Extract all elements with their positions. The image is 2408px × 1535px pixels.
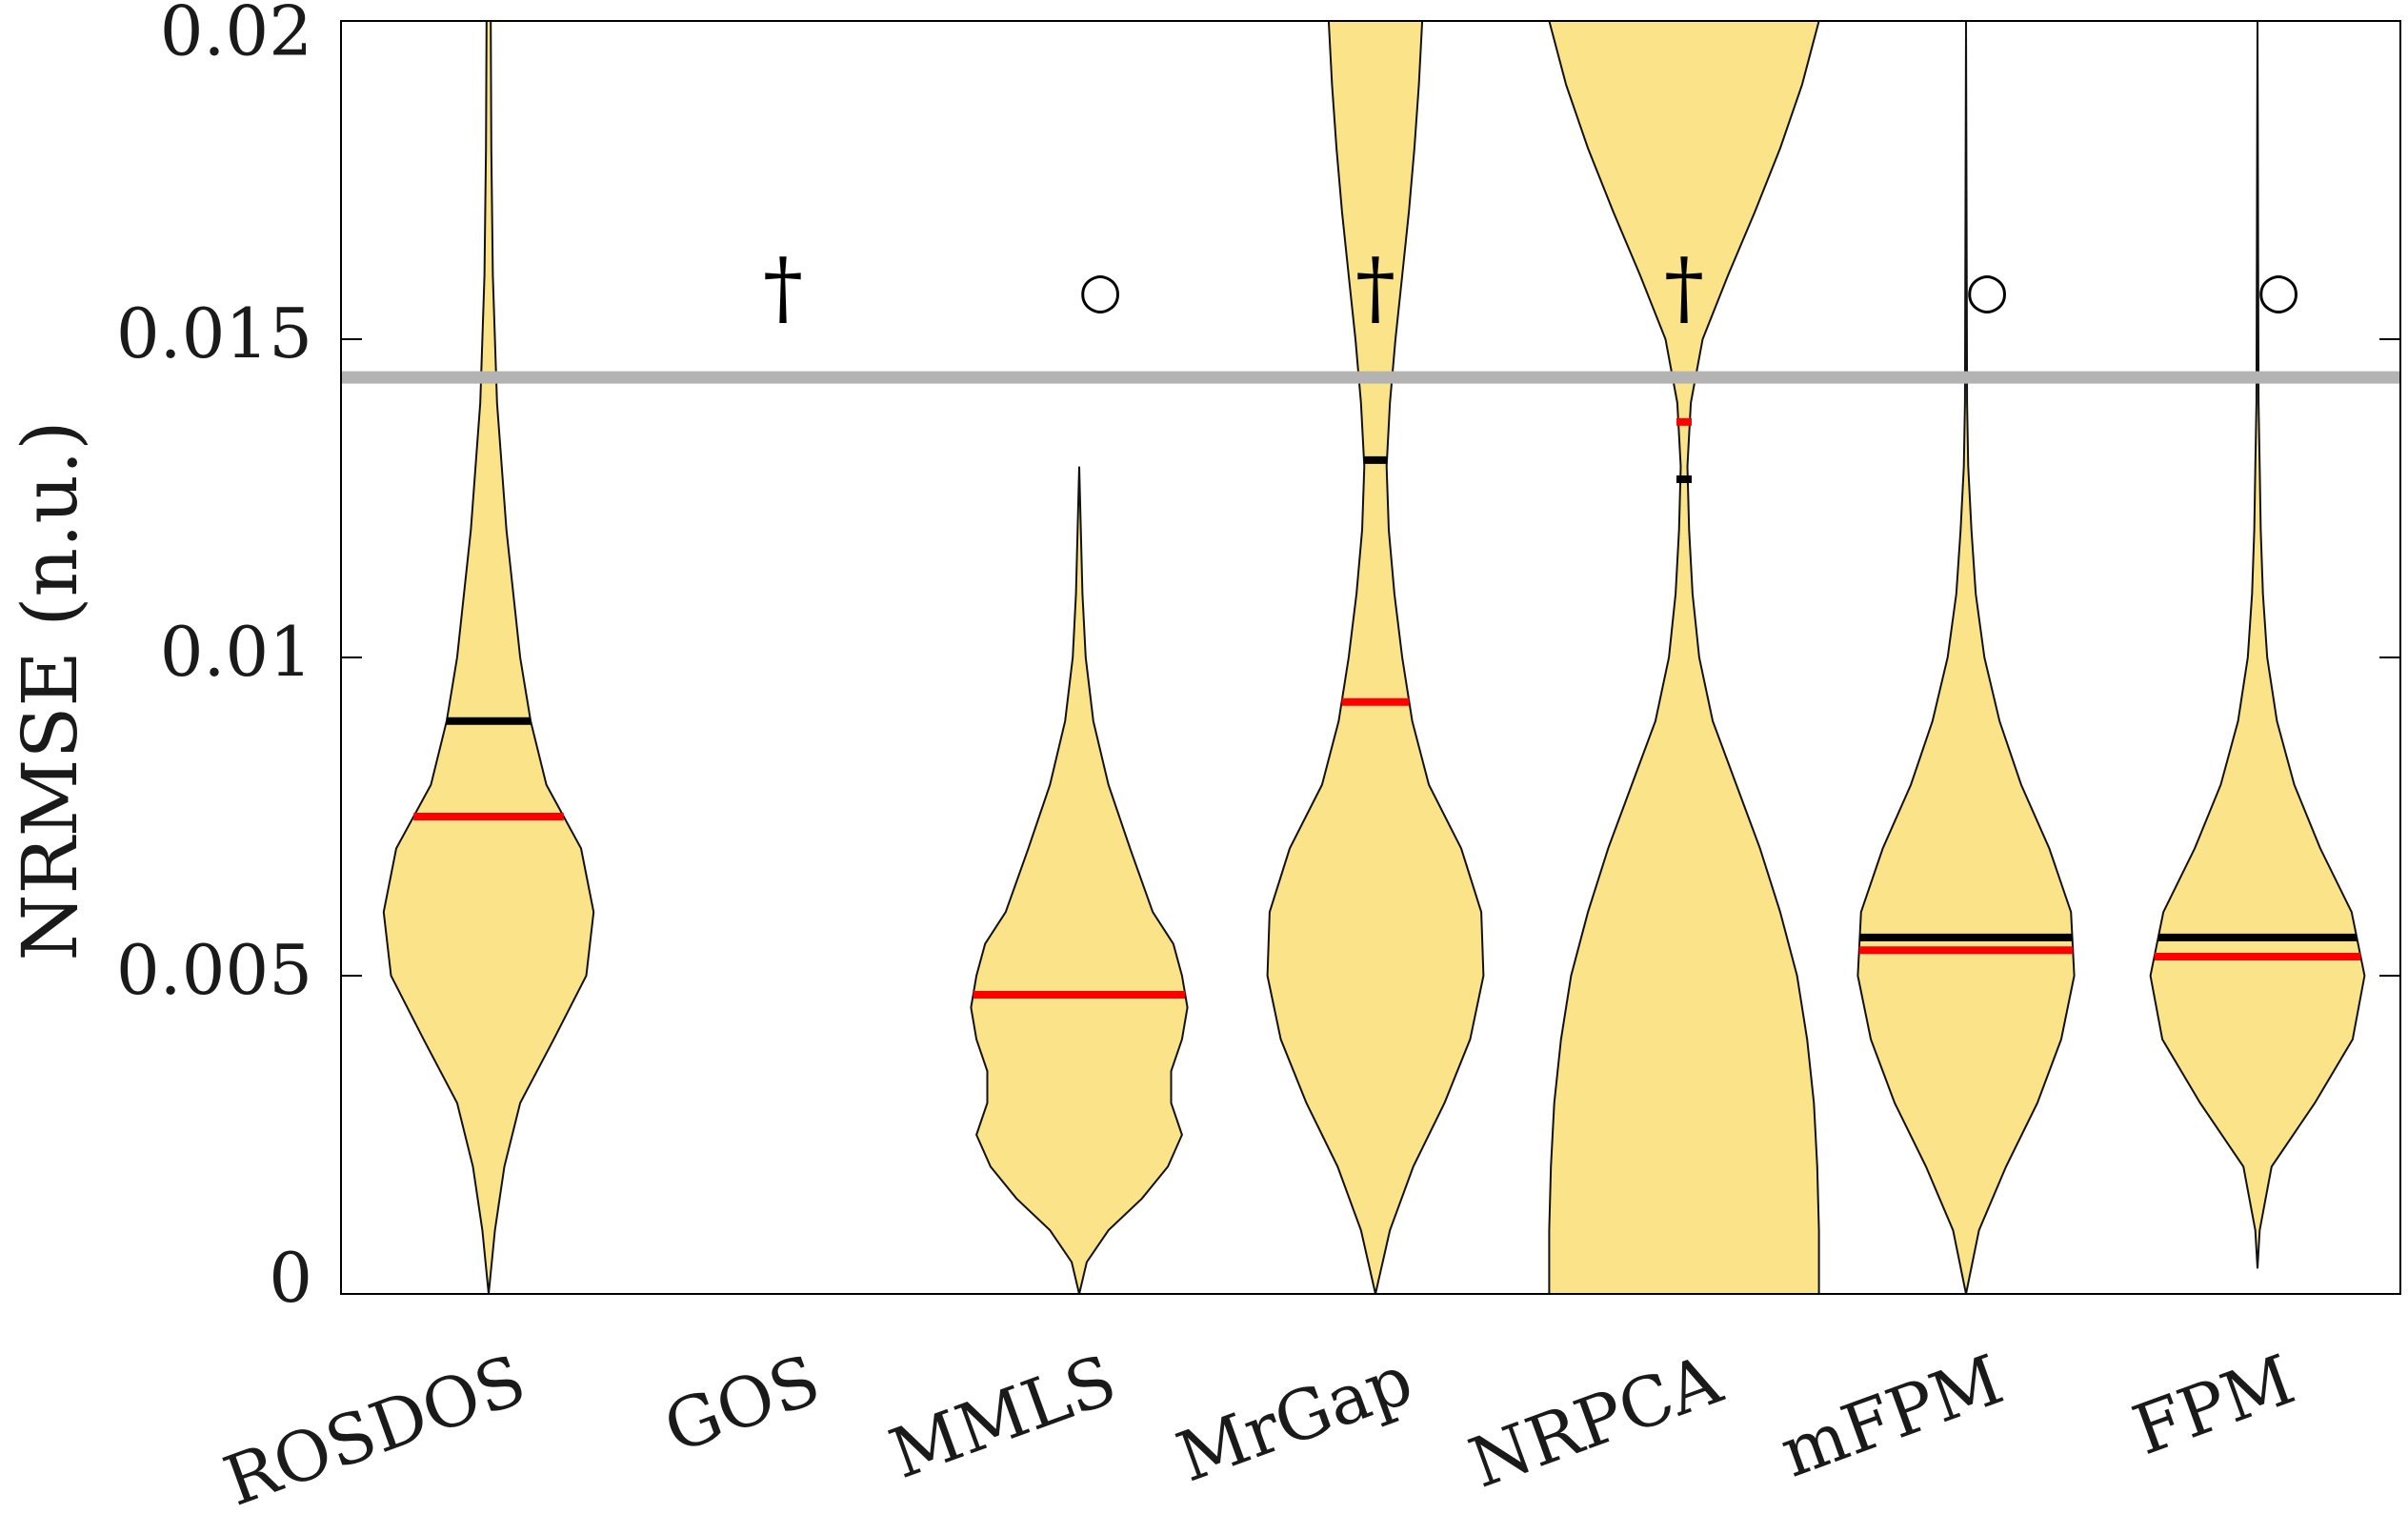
marker-mmls: ○ [1078,263,1121,320]
x-tick-label-fpm: FPM [2123,1339,2304,1470]
x-tick-label-rosdos: ROSDOS [214,1339,536,1521]
marker-nrpca: † [1664,241,1704,334]
axes-group [340,20,2401,1295]
marker-fpm: ○ [2257,263,2299,320]
violin-fpm [2149,21,2366,1269]
violin-rosdos [382,21,595,1294]
y-axis-title: NRMSE (n.u.) [6,420,94,960]
x-tick-label-gos: GOS [654,1339,831,1468]
x-tick-label-mfpm: mFPM [1771,1339,2014,1492]
y-tick-label: 0.015 [116,293,312,374]
y-tick-label: 0.01 [160,612,312,692]
marker-mfpm: ○ [1965,263,2008,320]
marker-gos: † [763,241,803,334]
violin-mrgap [1266,21,1485,1294]
y-tick-label: 0.005 [116,930,312,1010]
violin-mfpm [1856,21,2076,1294]
y-tick-label: 0 [269,1238,312,1318]
y-tick-label: 0.02 [160,0,312,71]
marker-mrgap: † [1355,241,1395,334]
x-tick-label-mmls: MMLS [880,1339,1127,1494]
violins-group [382,21,2366,1294]
violin-mmls [970,466,1189,1294]
violin-nrpca [1548,21,1820,1294]
x-tick-label-nrpca: NRPCA [1459,1339,1732,1504]
x-tick-label-mrgap: MrGap [1167,1339,1422,1497]
markers-group: † ○ † † ○ ○ [763,241,2300,334]
